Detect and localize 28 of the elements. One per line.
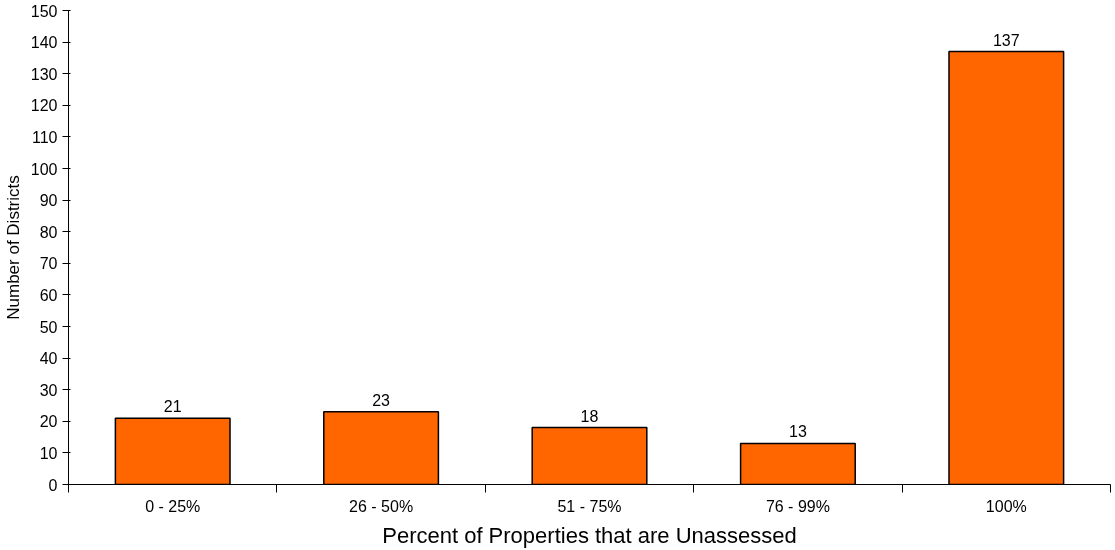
- x-tick-label: 76 - 99%: [765, 497, 830, 515]
- y-tick-label: 60: [39, 286, 58, 304]
- y-tick-label: 150: [30, 2, 58, 20]
- y-tick-label: 40: [39, 350, 58, 368]
- y-tick-label: 30: [39, 381, 58, 399]
- y-tick-label: 20: [39, 413, 58, 431]
- data-label: 23: [372, 391, 391, 409]
- x-tick-label: 26 - 50%: [349, 497, 414, 515]
- x-tick-label: 100%: [985, 497, 1027, 515]
- y-tick-label: 110: [31, 128, 58, 146]
- data-label: 21: [163, 398, 182, 416]
- y-tick-label: 70: [39, 255, 58, 273]
- y-tick-label: 10: [39, 444, 58, 462]
- y-tick-label: 140: [30, 34, 58, 52]
- y-axis-title: Number of Districts: [3, 175, 23, 320]
- data-label: 18: [580, 407, 599, 425]
- y-tick-label: 120: [30, 97, 58, 115]
- x-tick-label: 0 - 25%: [145, 497, 201, 515]
- y-tick-label: 90: [39, 192, 58, 210]
- y-tick-label: 0: [48, 476, 58, 494]
- y-tick-label: 100: [30, 160, 58, 178]
- x-axis-title: Percent of Properties that are Unassessed: [382, 522, 797, 548]
- x-tick-label: 51 - 75%: [557, 497, 622, 515]
- y-tick-label: 130: [30, 65, 58, 83]
- y-tick-label: 80: [39, 223, 58, 241]
- y-tick-label: 50: [39, 318, 58, 336]
- data-label: 13: [789, 423, 807, 441]
- data-label: 137: [992, 31, 1020, 49]
